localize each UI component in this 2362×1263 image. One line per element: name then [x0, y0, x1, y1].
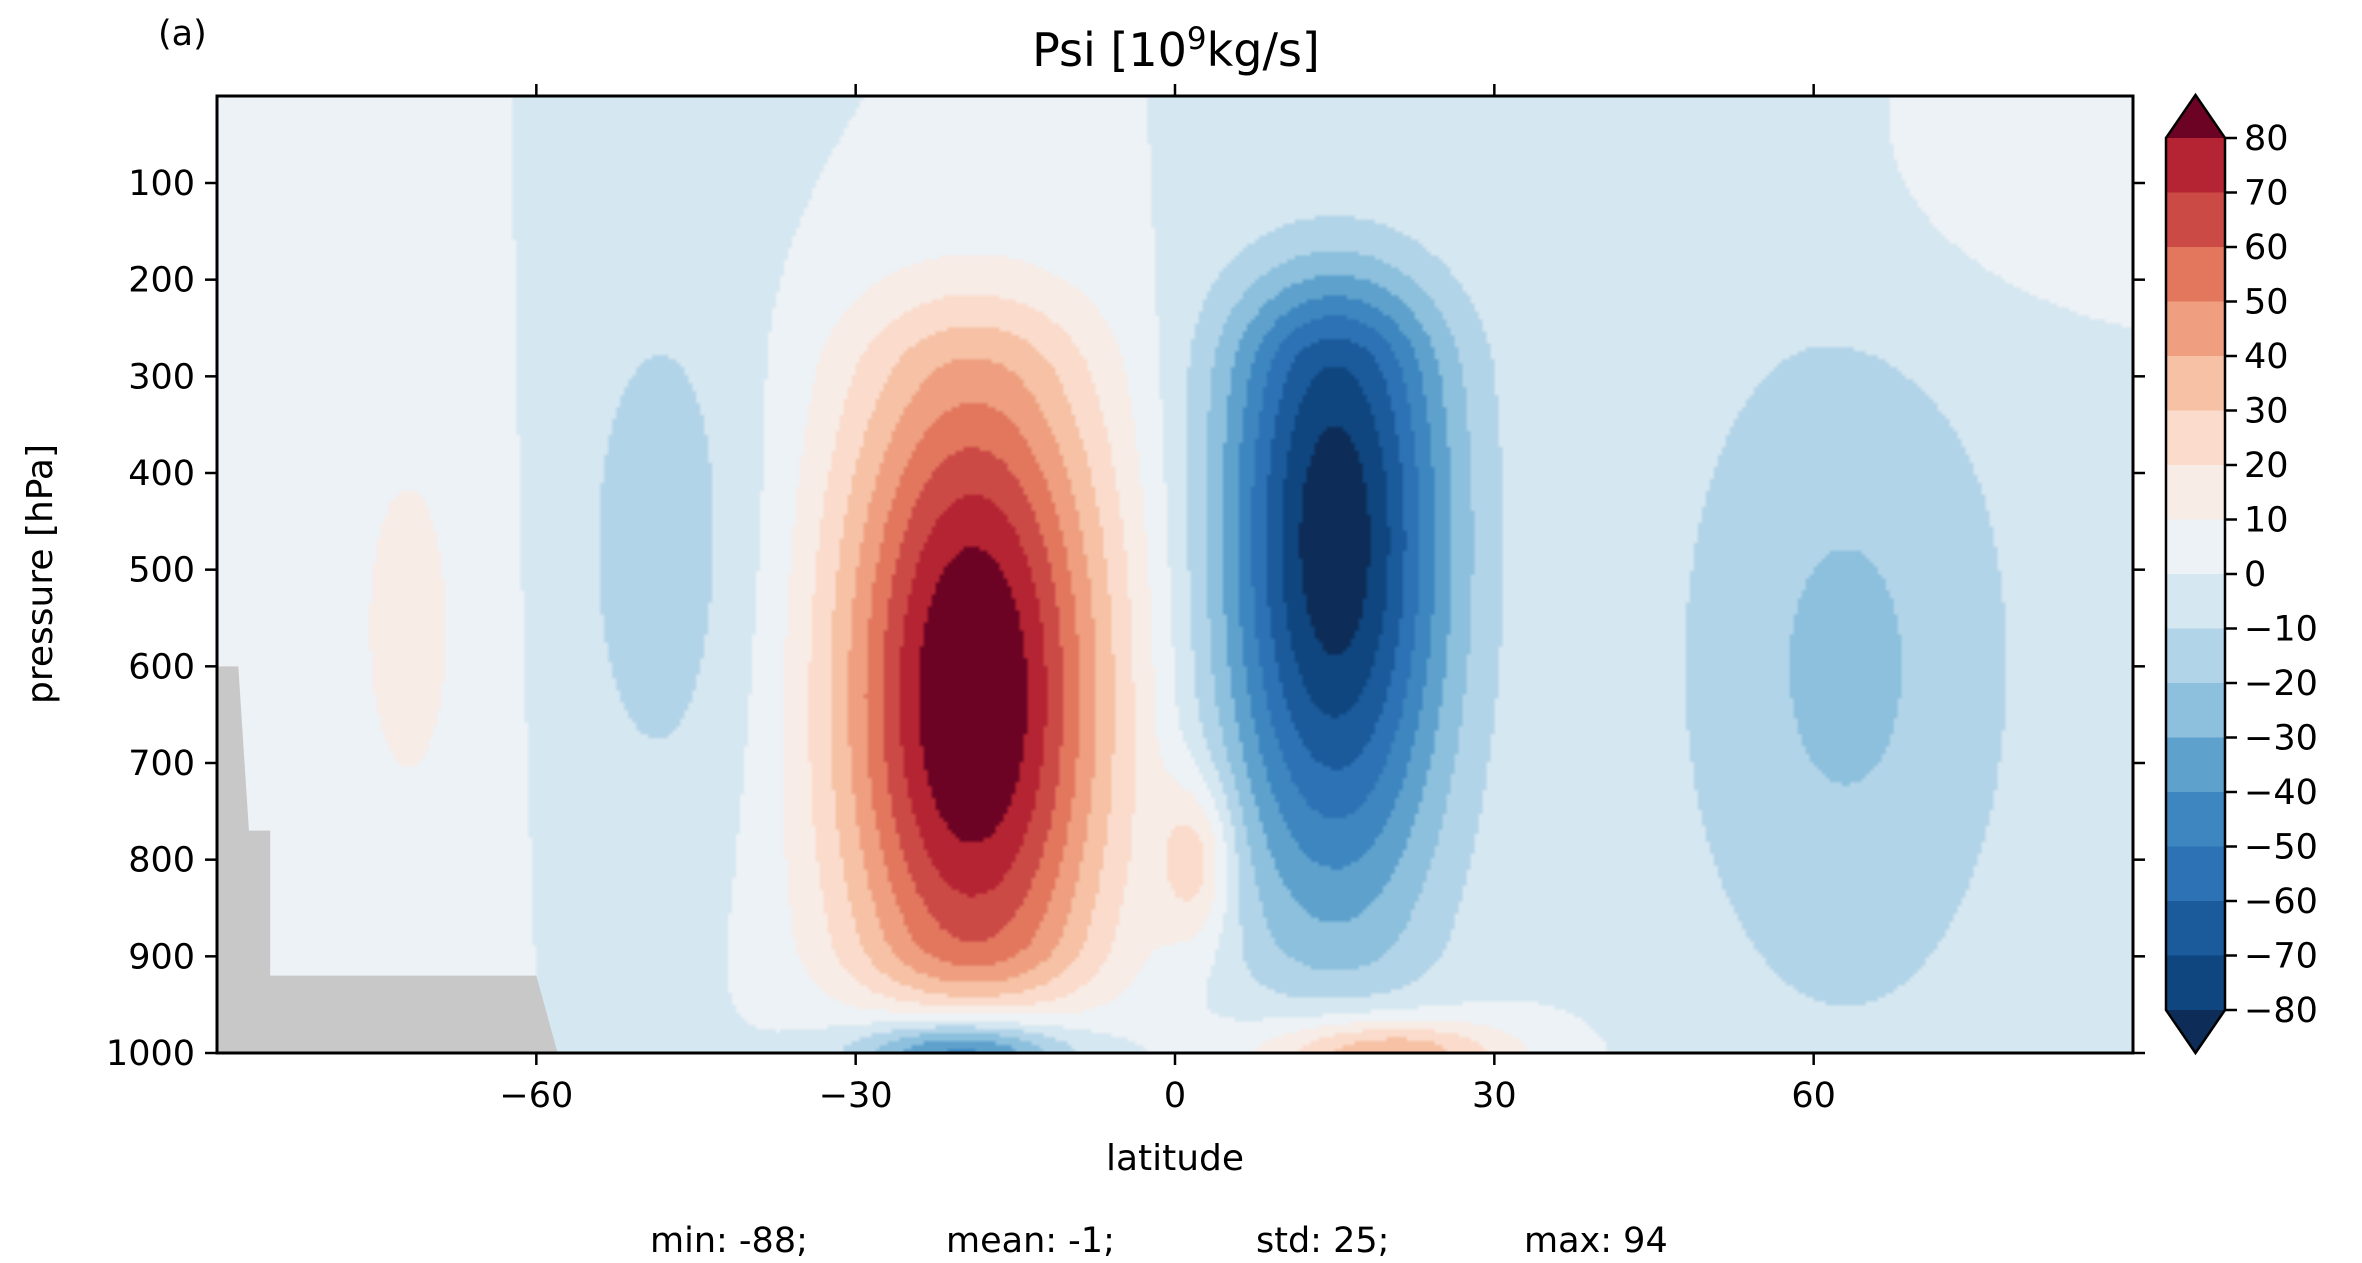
colorbar-tick-label: 20 — [2244, 446, 2289, 486]
y-tick-label: 400 — [128, 454, 195, 494]
y-tick-label: 500 — [128, 551, 195, 591]
x-tick-label: 30 — [1472, 1076, 1517, 1116]
stat-mean: mean: -1; — [946, 1221, 1115, 1261]
y-tick-label: 200 — [128, 261, 195, 301]
title-suffix: kg/s] — [1207, 23, 1320, 77]
colorbar-tick-label: −60 — [2244, 882, 2318, 922]
colorbar-tick-label: 0 — [2244, 555, 2266, 595]
colorbar-bin — [2166, 574, 2225, 630]
x-tick-label: −30 — [819, 1076, 893, 1116]
y-tick-label: 800 — [128, 841, 195, 881]
colorbar-extend-max — [2166, 95, 2225, 138]
title-exponent: 9 — [1187, 21, 1207, 57]
x-tick-label: −60 — [499, 1076, 573, 1116]
colorbar-tick-label: −20 — [2244, 664, 2318, 704]
colorbar-tick-label: 40 — [2244, 337, 2289, 377]
colorbar-tick-label: −10 — [2244, 610, 2318, 650]
x-axis-label: latitude — [1106, 1138, 1244, 1179]
y-tick-label: 900 — [128, 937, 195, 977]
colorbar-tick-label: −40 — [2244, 773, 2318, 813]
title-prefix: Psi [10 — [1032, 23, 1187, 77]
stats-line: min: -88; mean: -1; std: 25; max: 94 — [650, 1221, 1668, 1261]
stat-max: max: 94 — [1524, 1221, 1668, 1261]
contour-field — [217, 96, 2133, 1053]
colorbar-tick-label: 10 — [2244, 501, 2289, 541]
y-tick-label: 700 — [128, 744, 195, 784]
colorbar-bin — [2166, 192, 2225, 248]
colorbar-tick-label: −30 — [2244, 719, 2318, 759]
colorbar-bin — [2166, 628, 2225, 684]
panel-label: (a) — [158, 14, 207, 54]
x-tick-label: 0 — [1164, 1076, 1186, 1116]
colorbar-bin — [2166, 901, 2225, 957]
colorbar-bin — [2166, 846, 2225, 902]
colorbar-extend-min — [2166, 1010, 2225, 1053]
missing-orography-region — [217, 666, 558, 1053]
colorbar: 80 70 60 50 40 30 20 10 0 −10 −20 −30 −40 −50 −60 −70 −8… — [2164, 92, 2318, 1056]
y-tick-label: 300 — [128, 357, 195, 397]
plot-area — [217, 96, 2133, 1053]
chart-title: Psi [109kg/s] — [1032, 21, 1320, 77]
colorbar-bin — [2166, 955, 2225, 1011]
colorbar-tick-label: 60 — [2244, 228, 2289, 268]
colorbar-bin — [2166, 519, 2225, 575]
y-tick-label: 600 — [128, 647, 195, 687]
colorbar-tick-label: −80 — [2244, 991, 2318, 1031]
y-tick-label: 100 — [128, 164, 195, 204]
colorbar-bin — [2166, 465, 2225, 521]
x-tick-label: 60 — [1791, 1076, 1836, 1116]
colorbar-tick-label: 80 — [2244, 119, 2289, 159]
colorbar-bin — [2166, 301, 2225, 357]
colorbar-bin — [2166, 247, 2225, 303]
colorbar-tick-label: 30 — [2244, 392, 2289, 432]
colorbar-bin — [2166, 737, 2225, 793]
colorbar-bin — [2166, 683, 2225, 739]
colorbar-tick-label: −70 — [2244, 937, 2318, 977]
x-axis: −60 −30 0 30 60 — [499, 84, 1836, 1116]
stat-min: min: -88; — [650, 1221, 808, 1261]
colorbar-bin — [2166, 138, 2225, 194]
colorbar-bin — [2166, 356, 2225, 412]
stat-std: std: 25; — [1256, 1221, 1389, 1261]
colorbar-tick-label: 70 — [2244, 174, 2289, 214]
y-axis-label: pressure [hPa] — [20, 444, 61, 704]
y-axis: 100 200 300 400 500 600 700 800 900 1000 — [106, 164, 2145, 1074]
colorbar-tick-label: −50 — [2244, 828, 2318, 868]
colorbar-tick-label: 50 — [2244, 283, 2289, 323]
colorbar-bin — [2166, 410, 2225, 466]
y-tick-label: 1000 — [106, 1034, 195, 1074]
colorbar-bin — [2166, 792, 2225, 848]
